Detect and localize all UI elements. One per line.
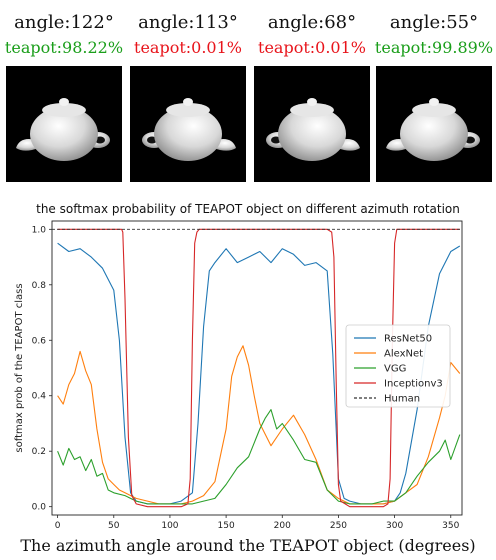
x-tick-label: 250	[330, 521, 347, 531]
y-tick-label: 0.4	[32, 392, 47, 402]
teapot-image-3	[254, 66, 370, 182]
panel-2-angle: angle:113°	[138, 12, 238, 33]
panel-4-prediction: teapot:99.89%	[374, 38, 494, 57]
series-vgg-line	[57, 409, 461, 505]
y-tick-label: 0.2	[32, 447, 46, 457]
teapot-image-1	[6, 66, 122, 182]
y-tick-label: 0.6	[32, 336, 47, 346]
chart-title: the softmax probability of TEAPOT object…	[36, 202, 460, 216]
x-tick-label: 350	[442, 521, 459, 531]
x-axis-title: The azimuth angle around the TEAPOT obje…	[20, 536, 476, 555]
panel-4-angle: angle:55°	[389, 12, 479, 33]
legend-label-alexnet: AlexNet	[384, 349, 423, 360]
panel-3-prediction: teapot:0.01%	[258, 38, 366, 57]
legend-label-human: Human	[384, 394, 420, 405]
y-tick-label: 1.0	[32, 225, 47, 235]
x-tick-label: 150	[218, 521, 235, 531]
legend-label-inceptionv3: Inceptionv3	[384, 379, 443, 390]
teapot-image-2	[130, 66, 246, 182]
panel-1-angle: angle:122°	[14, 12, 114, 33]
legend-label-resnet50: ResNet50	[384, 334, 432, 345]
y-axis-title: softmax prob of the TEAPOT class	[14, 283, 25, 452]
panel-1-prediction: teapot:98.22%	[4, 38, 124, 57]
panel-2-prediction: teapot:0.01%	[134, 38, 242, 57]
y-tick-label: 0.8	[32, 281, 47, 291]
x-tick-label: 50	[108, 521, 120, 531]
series-alexnet-line	[57, 345, 461, 505]
x-tick-label: 0	[55, 521, 61, 531]
x-tick-label: 200	[274, 521, 291, 531]
legend-label-vgg: VGG	[384, 364, 406, 375]
y-tick-label: 0.0	[32, 503, 47, 513]
x-tick-label: 300	[386, 521, 403, 531]
x-tick-label: 100	[161, 521, 178, 531]
panel-3-angle: angle:68°	[267, 12, 357, 33]
teapot-image-4	[376, 66, 492, 182]
legend	[345, 324, 451, 408]
plot-frame	[51, 220, 463, 516]
